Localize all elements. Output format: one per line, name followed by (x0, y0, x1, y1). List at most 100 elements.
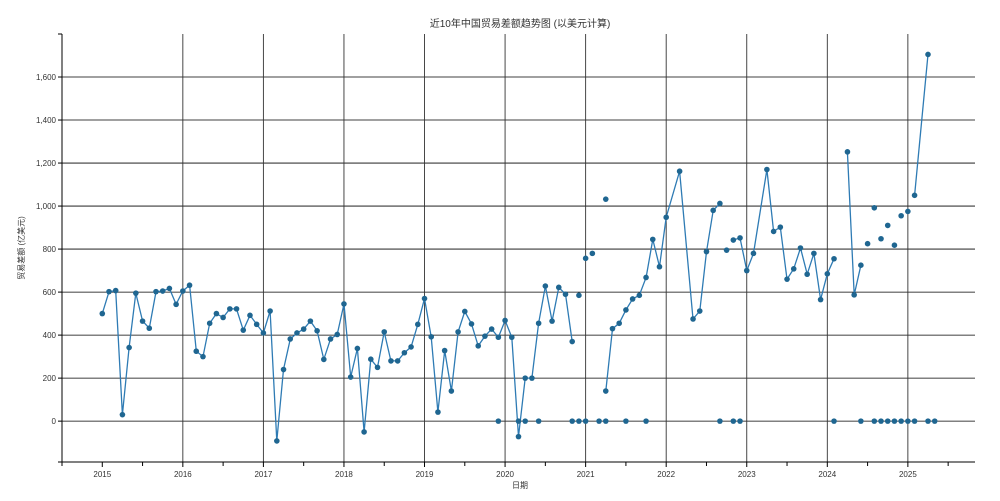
x-tick-label: 2017 (254, 470, 272, 479)
data-point (206, 320, 213, 327)
data-point (247, 312, 253, 319)
data-point (213, 310, 220, 317)
data-point-isolated (535, 418, 542, 424)
data-point (844, 149, 851, 155)
data-point (415, 321, 421, 328)
data-point (233, 306, 240, 312)
data-point-isolated (723, 247, 730, 253)
data-point (139, 318, 146, 324)
data-point (327, 336, 334, 342)
data-point (381, 329, 388, 335)
data-point-isolated (905, 208, 911, 215)
data-point-isolated (522, 418, 529, 424)
data-point (374, 364, 381, 371)
data-point-isolated (871, 204, 878, 211)
data-point (354, 345, 361, 352)
data-point-isolated (898, 212, 904, 219)
data-point (408, 344, 414, 350)
data-point (307, 318, 314, 324)
data-point (186, 282, 193, 289)
data-point (811, 250, 817, 257)
data-point (220, 314, 226, 321)
data-point (159, 288, 166, 294)
y-axis-title: 贸易差额 (亿美元) (16, 216, 26, 280)
data-point (764, 166, 770, 173)
data-point (797, 245, 804, 251)
y-tick-label: 400 (43, 331, 57, 340)
x-tick-label: 2025 (899, 470, 917, 479)
data-point (267, 308, 273, 314)
data-point (180, 288, 186, 294)
data-point-isolated (596, 418, 602, 424)
data-point (300, 326, 307, 332)
y-tick-label: 1,600 (36, 73, 57, 82)
data-point (341, 301, 347, 307)
data-point (361, 429, 367, 435)
data-point-isolated (905, 418, 911, 424)
data-point-isolated (582, 418, 589, 424)
data-point (777, 224, 784, 230)
x-axis-title: 日期 (512, 481, 528, 490)
data-point (710, 207, 716, 214)
data-point (193, 348, 200, 355)
data-point (522, 375, 529, 381)
data-point (468, 321, 475, 327)
series (101, 54, 929, 441)
data-point (730, 237, 737, 243)
data-point-isolated (717, 418, 723, 424)
data-point (636, 292, 643, 299)
data-point (475, 343, 482, 349)
data-point (616, 320, 622, 327)
data-point (542, 283, 549, 289)
y-tick-label: 0 (52, 417, 57, 426)
data-point (401, 349, 408, 356)
y-tick-label: 1,400 (36, 116, 57, 125)
x-tick-label: 2018 (335, 470, 353, 479)
data-point (240, 327, 247, 333)
data-point (515, 433, 522, 440)
data-point (858, 262, 864, 269)
data-point-isolated (623, 418, 629, 424)
data-point (562, 291, 569, 298)
data-point (831, 255, 837, 262)
y-tick-label: 1,200 (36, 159, 57, 168)
data-point-isolated (864, 240, 871, 247)
data-point (676, 168, 683, 175)
data-point (126, 344, 132, 351)
series-line (101, 283, 573, 441)
x-tick-label: 2019 (416, 470, 434, 479)
data-points (99, 51, 938, 444)
data-point (535, 320, 542, 327)
data-point-isolated (931, 418, 938, 424)
data-point (696, 308, 703, 314)
data-point-isolated (515, 418, 522, 424)
data-point-isolated (858, 418, 864, 424)
data-point (609, 325, 616, 332)
data-point (851, 292, 857, 298)
data-point (508, 334, 515, 341)
data-point (455, 329, 461, 335)
data-point-isolated (589, 250, 596, 257)
data-point (643, 274, 649, 281)
data-point (790, 266, 797, 272)
data-point (441, 347, 448, 354)
x-tick-label: 2021 (577, 470, 595, 479)
data-point (166, 285, 173, 292)
data-point (461, 308, 468, 315)
data-point-isolated (730, 418, 737, 424)
data-point (153, 288, 159, 295)
data-point (784, 276, 790, 282)
data-point (824, 271, 831, 277)
data-point (314, 328, 320, 334)
data-point (555, 284, 562, 291)
data-point-isolated (576, 418, 582, 424)
series-line (733, 169, 835, 300)
data-point-isolated (576, 292, 582, 299)
data-point (388, 358, 394, 364)
data-point (227, 306, 233, 312)
data-point (394, 358, 401, 364)
data-point (629, 296, 636, 302)
data-point-isolated (871, 418, 878, 424)
data-point-isolated (569, 418, 576, 424)
